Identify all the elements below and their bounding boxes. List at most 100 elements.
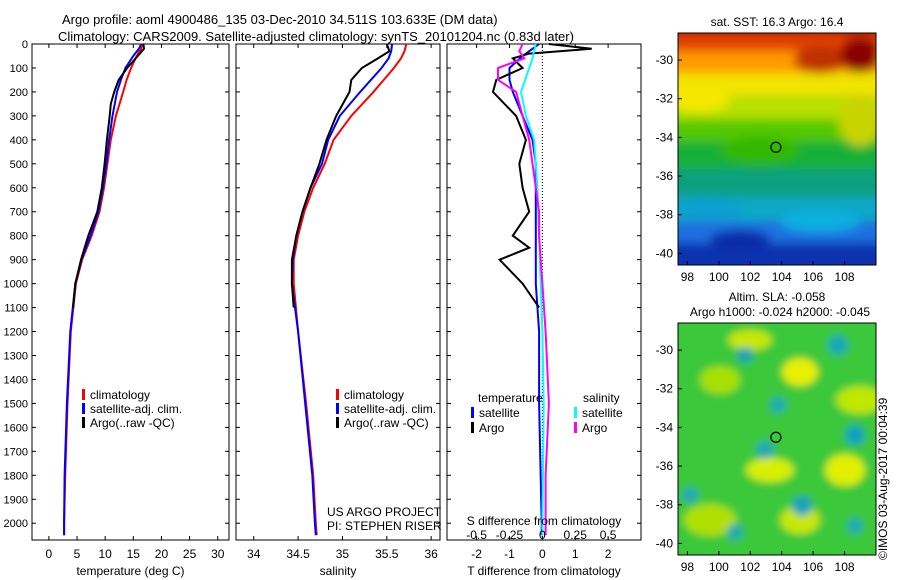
map-y-tick-label: -38 [656, 208, 674, 222]
y-tick-label: 2000 [4, 518, 28, 530]
x-tick-label: 36 [424, 547, 438, 561]
map-x-tick-label: 98 [681, 270, 695, 284]
sla-map-field [678, 323, 876, 555]
project-annotation: PI: STEPHEN RISER [327, 519, 442, 533]
salinity-x-tick-label: 0.5 [600, 528, 617, 542]
map-x-tick-label: 106 [803, 270, 823, 284]
legend-swatch [471, 407, 474, 418]
map-y-tick-label: -34 [656, 130, 674, 144]
map-x-tick-label: 104 [772, 560, 792, 574]
legend-swatch [574, 407, 577, 418]
x-tick-label: 34 [247, 547, 261, 561]
series-line-salinity-satellite [519, 43, 545, 536]
y-tick-label: 1500 [4, 398, 28, 410]
legend-label: climatology [344, 388, 404, 402]
legend-swatch [574, 422, 577, 433]
argo-location-marker [770, 141, 782, 153]
legend-swatch [82, 389, 85, 400]
legend-label: satellite [582, 406, 623, 420]
x-tick-label: 34.5 [286, 547, 310, 561]
y-tick-label: 1200 [4, 327, 28, 339]
salinity-x-tick-label: 0 [539, 528, 546, 542]
y-tick-label: 1100 [4, 303, 28, 315]
legend-swatch [336, 417, 339, 428]
sst-map: 98 100 102 104 106 108 -30 -32 -34 -36 -38 -40 sat. … [656, 15, 877, 284]
map-y-tick-label: -36 [656, 169, 674, 183]
temperature-panel: 0 5 10 15 20 25 300100200300400500600700800900… [4, 39, 230, 578]
map-y-tick-label: -32 [656, 382, 674, 396]
legend-title-temperature: temperature [478, 391, 543, 405]
sla-map-frame [677, 322, 877, 556]
y-tick-label: 100 [10, 63, 28, 75]
y-tick-label: 1700 [4, 446, 28, 458]
map-y-tick-label: -30 [656, 53, 674, 67]
x-tick-label: -2 [471, 547, 482, 561]
legend-swatch [336, 403, 339, 414]
salinity-x-tick-label: 0.25 [564, 528, 588, 542]
temperature-xlabel: temperature (deg C) [76, 564, 184, 578]
y-tick-label: 1300 [4, 350, 28, 362]
sla-map: 98 100 102 104 106 108 -30 -32 -34 -36 -38 -40 Altim… [656, 290, 877, 574]
y-tick-label: 600 [10, 183, 28, 195]
figure-title-line1: Argo profile: aoml 4900486_135 03-Dec-20… [62, 12, 498, 27]
temperature-axes-frame [31, 43, 230, 541]
y-tick-label: 300 [10, 111, 28, 123]
y-tick-label: 1800 [4, 470, 28, 482]
y-tick-label: 200 [10, 87, 28, 99]
map-x-tick-label: 98 [681, 560, 695, 574]
y-tick-label: 1000 [4, 279, 28, 291]
legend-swatch [336, 389, 339, 400]
salinity-axes-frame [235, 43, 441, 541]
y-tick-label: 900 [10, 255, 28, 267]
x-tick-label: 2 [605, 547, 612, 561]
x-tick-label: 35.5 [375, 547, 399, 561]
map-y-tick-label: -38 [656, 498, 674, 512]
x-tick-label: 5 [74, 547, 81, 561]
legend-label: climatology [90, 388, 150, 402]
legend-title-salinity: salinity [583, 391, 620, 405]
salinity-x-tick-label: -0.25 [496, 528, 524, 542]
x-tick-label: 0 [46, 547, 53, 561]
x-tick-label: -1 [504, 547, 515, 561]
x-tick-label: 25 [183, 547, 197, 561]
difference-axes-frame [446, 43, 642, 541]
x-tick-label: 10 [98, 547, 112, 561]
difference-xlabel-top: S difference from climatology [467, 514, 622, 528]
map-y-tick-label: -40 [656, 536, 674, 550]
sst-map-field [678, 33, 876, 265]
map-x-tick-label: 100 [709, 270, 729, 284]
map-x-tick-label: 108 [835, 560, 855, 574]
legend-label: Argo [582, 421, 608, 435]
difference-xlabel: T difference from climatology [467, 564, 621, 578]
map-x-tick-label: 102 [740, 270, 760, 284]
y-tick-label: 1900 [4, 494, 28, 506]
legend-label: Argo(..raw -QC) [90, 416, 175, 430]
y-tick-label: 0 [22, 39, 28, 51]
salinity-xlabel: salinity [320, 564, 357, 578]
series-line-argo-raw-qc- [72, 43, 146, 308]
y-tick-label: 400 [10, 135, 28, 147]
map-y-tick-label: -34 [656, 420, 674, 434]
sst-map-title: sat. SST: 16.3 Argo: 16.4 [711, 15, 844, 29]
y-tick-label: 700 [10, 207, 28, 219]
legend-label: satellite-adj. clim. [344, 402, 436, 416]
x-tick-label: 1 [572, 547, 579, 561]
legend-label: Argo(..raw -QC) [344, 416, 429, 430]
map-x-tick-label: 108 [835, 270, 855, 284]
salinity-panel: 34 34.5 35 35.5 36 salinity climatologysatelli… [235, 43, 442, 578]
series-line-argo-raw-qc- [290, 43, 391, 308]
legend-swatch [82, 417, 85, 428]
series-line-climatology [63, 43, 144, 536]
map-x-tick-label: 102 [740, 560, 760, 574]
map-x-tick-label: 104 [772, 270, 792, 284]
y-tick-label: 1400 [4, 374, 28, 386]
x-tick-label: 30 [211, 547, 225, 561]
map-x-tick-label: 106 [803, 560, 823, 574]
map-x-tick-label: 100 [709, 560, 729, 574]
x-tick-label: 20 [155, 547, 169, 561]
x-tick-label: 0 [539, 547, 546, 561]
series-line-temperature-argo [491, 43, 592, 309]
argo-location-marker [770, 431, 782, 443]
legend-swatch [82, 403, 85, 414]
